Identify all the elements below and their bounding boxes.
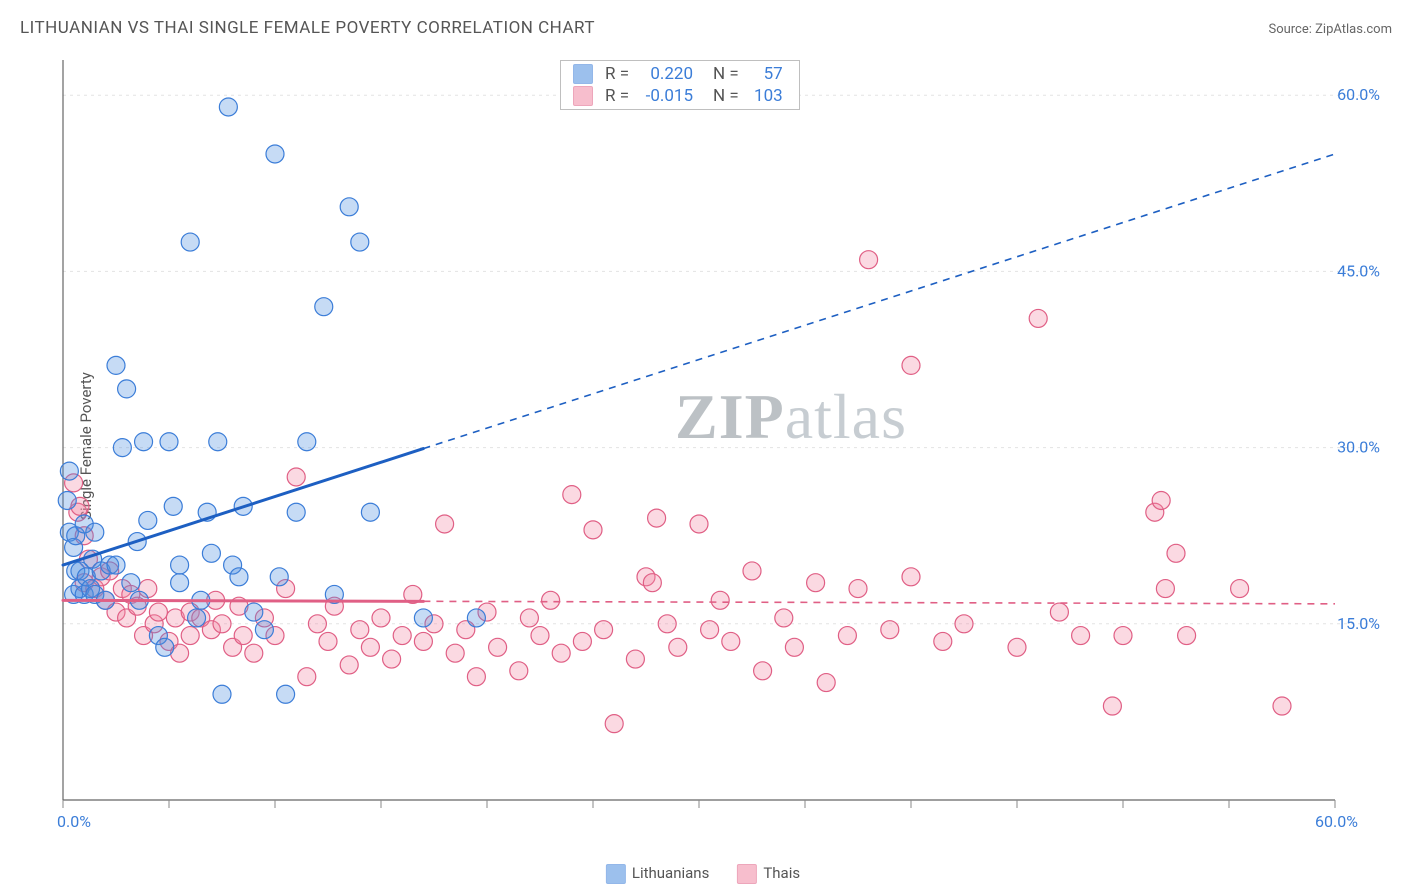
- corr-swatch: [573, 64, 593, 84]
- plot-svg: 15.0% 30.0% 45.0% 60.0%: [55, 50, 1390, 830]
- legend-swatch: [606, 864, 626, 884]
- corr-r-value: -0.015: [637, 86, 693, 106]
- x-axis-max-label: 60.0%: [1315, 812, 1358, 831]
- correlation-box: R = 0.220 N = 57 R = -0.015 N = 103: [560, 60, 800, 110]
- corr-row-thais: R = -0.015 N = 103: [561, 85, 799, 107]
- legend-swatch: [737, 864, 757, 884]
- legend-label: Lithuanians: [632, 864, 709, 882]
- corr-n-value: 103: [747, 86, 783, 106]
- source-label: Source: ZipAtlas.com: [1268, 22, 1392, 37]
- corr-n-key: N =: [713, 86, 739, 106]
- corr-n-value: 57: [747, 64, 783, 84]
- corr-r-value: 0.220: [637, 64, 693, 84]
- chart-title: LITHUANIAN VS THAI SINGLE FEMALE POVERTY…: [20, 18, 595, 38]
- corr-n-key: N =: [713, 64, 739, 84]
- corr-swatch: [573, 86, 593, 106]
- legend-label: Thais: [763, 864, 800, 882]
- svg-text:60.0%: 60.0%: [1337, 85, 1380, 104]
- corr-r-key: R =: [605, 64, 629, 84]
- svg-text:30.0%: 30.0%: [1337, 438, 1380, 457]
- x-axis-min-label: 0.0%: [57, 812, 91, 831]
- corr-r-key: R =: [605, 86, 629, 106]
- scatter-plot: 15.0%30.0%45.0%60.0% ZIPatlas R =0.220N …: [55, 50, 1390, 830]
- corr-row-lithuanians: R = 0.220 N = 57: [561, 63, 799, 85]
- bottom-legend: Lithuanians Thais: [606, 864, 800, 884]
- legend-item-lithuanians: Lithuanians: [606, 864, 709, 884]
- svg-text:15.0%: 15.0%: [1337, 614, 1380, 633]
- svg-text:45.0%: 45.0%: [1337, 261, 1380, 280]
- legend-item-thais: Thais: [737, 864, 800, 884]
